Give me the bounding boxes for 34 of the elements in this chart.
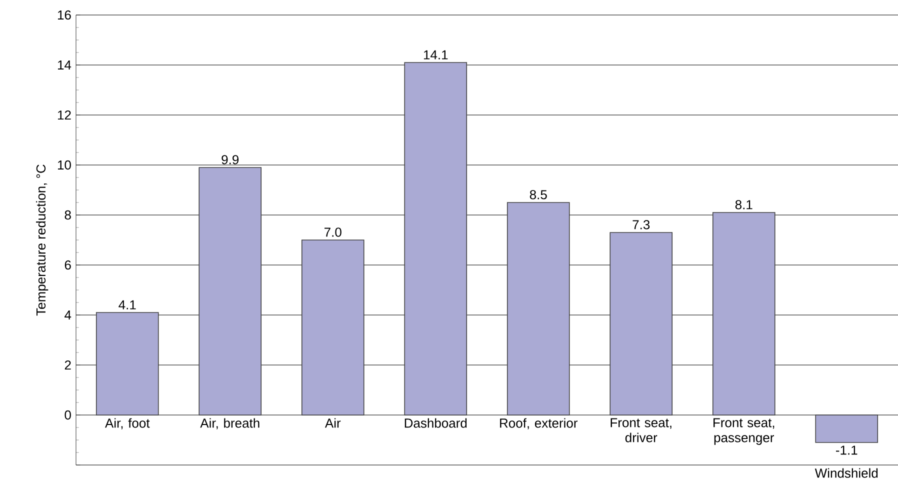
data-label: 7.0	[324, 228, 342, 237]
data-label: 7.3	[632, 220, 650, 230]
data-label: 8.5	[530, 190, 547, 200]
y-tick-label: 12	[58, 110, 71, 120]
data-label: 9.9	[222, 155, 239, 164]
y-tick-label: 16	[58, 10, 71, 20]
y-tick-label: 6	[64, 260, 71, 270]
y-tick-label: 14	[58, 60, 72, 70]
x-tick-label: Air, foot	[105, 418, 150, 430]
data-label: -1.1	[836, 446, 858, 455]
bar	[815, 414, 878, 443]
x-tick-label: Front seat, driver	[610, 418, 672, 442]
y-axis-title: Temperature reduction, °C	[36, 164, 48, 316]
bar	[301, 240, 364, 416]
bar	[610, 232, 673, 416]
bar	[506, 202, 570, 416]
x-tick-label: Air	[324, 418, 341, 428]
bar	[198, 167, 262, 416]
y-tick-label: 10	[58, 160, 71, 170]
bar	[404, 62, 468, 416]
x-tick-label: Windshield	[814, 468, 878, 478]
bar	[712, 212, 776, 416]
y-tick-label: 2	[64, 360, 71, 370]
y-tick-label: 0	[64, 410, 71, 420]
x-tick-label: Dashboard	[404, 418, 467, 428]
data-label: 14.1	[424, 50, 448, 60]
y-tick-label: 8	[64, 210, 71, 220]
x-tick-label: Front seat, passenger	[714, 418, 774, 445]
x-tick-label: Air, breath	[200, 418, 260, 430]
data-label: 4.1	[118, 300, 136, 310]
data-label: 8.1	[735, 200, 752, 210]
y-tick-label: 4	[64, 310, 72, 320]
bar	[96, 312, 159, 416]
x-tick-label: Roof, exterior	[500, 418, 578, 430]
